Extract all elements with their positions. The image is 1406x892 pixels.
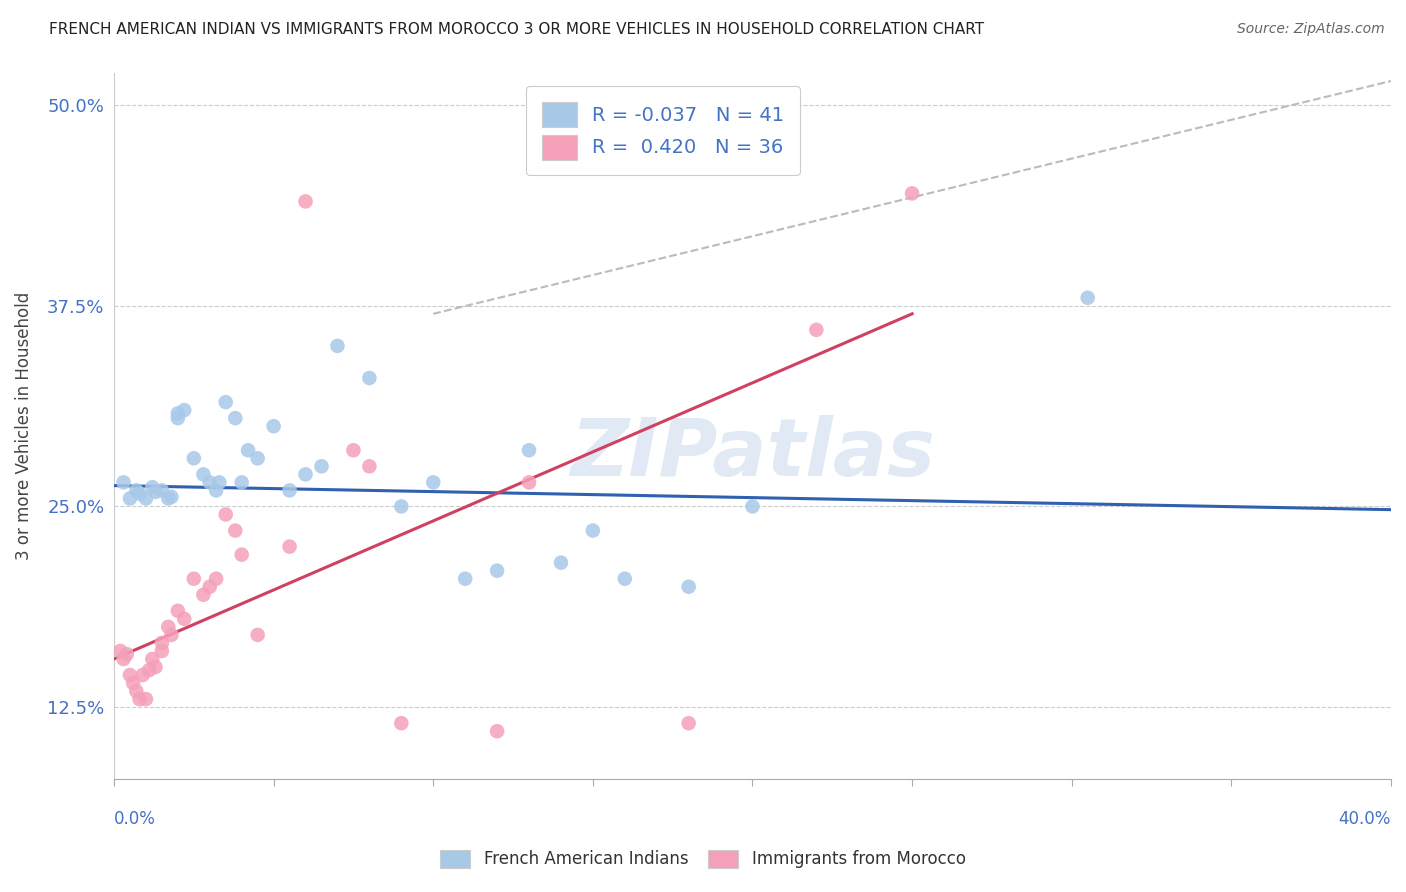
Point bbox=[110, 644, 132, 658]
Point bbox=[517, 475, 540, 490]
Point bbox=[173, 403, 195, 417]
Point bbox=[263, 419, 285, 434]
Point bbox=[128, 692, 150, 706]
Point bbox=[517, 443, 540, 458]
Point bbox=[118, 491, 141, 506]
Point bbox=[150, 644, 173, 658]
Point bbox=[141, 652, 163, 666]
Point bbox=[389, 500, 412, 514]
Point bbox=[145, 660, 167, 674]
Point bbox=[359, 459, 381, 474]
Point bbox=[205, 483, 228, 498]
Y-axis label: 3 or more Vehicles in Household: 3 or more Vehicles in Household bbox=[15, 292, 32, 560]
Point bbox=[208, 475, 231, 490]
Point bbox=[613, 572, 636, 586]
Point bbox=[224, 411, 246, 425]
Point bbox=[486, 564, 509, 578]
Point bbox=[157, 620, 180, 634]
Point bbox=[112, 475, 135, 490]
Point bbox=[125, 483, 148, 498]
Point bbox=[160, 490, 183, 504]
Point bbox=[215, 395, 238, 409]
Point bbox=[326, 339, 349, 353]
Point bbox=[678, 716, 700, 731]
Point bbox=[183, 572, 205, 586]
Point bbox=[193, 467, 215, 482]
Point bbox=[135, 692, 157, 706]
Point bbox=[128, 486, 150, 500]
Point bbox=[166, 604, 188, 618]
Point bbox=[224, 524, 246, 538]
Legend: R = -0.037   N = 41, R =  0.420   N = 36: R = -0.037 N = 41, R = 0.420 N = 36 bbox=[526, 87, 800, 175]
Point bbox=[150, 483, 173, 498]
Point bbox=[122, 676, 145, 690]
Point bbox=[135, 491, 157, 506]
Point bbox=[157, 491, 180, 506]
Point bbox=[278, 540, 301, 554]
Point bbox=[359, 371, 381, 385]
Point bbox=[1220, 813, 1243, 827]
Point bbox=[115, 647, 138, 661]
Point bbox=[173, 612, 195, 626]
Point bbox=[550, 556, 572, 570]
Point bbox=[236, 443, 259, 458]
Text: Source: ZipAtlas.com: Source: ZipAtlas.com bbox=[1237, 22, 1385, 37]
Text: 40.0%: 40.0% bbox=[1339, 810, 1391, 828]
Point bbox=[205, 572, 228, 586]
Point bbox=[311, 459, 333, 474]
Point bbox=[246, 628, 269, 642]
Point bbox=[678, 580, 700, 594]
Point bbox=[112, 652, 135, 666]
Point bbox=[422, 475, 444, 490]
Point bbox=[145, 485, 167, 500]
Text: 0.0%: 0.0% bbox=[114, 810, 156, 828]
Point bbox=[183, 451, 205, 466]
Text: ZIPatlas: ZIPatlas bbox=[569, 416, 935, 493]
Text: FRENCH AMERICAN INDIAN VS IMMIGRANTS FROM MOROCCO 3 OR MORE VEHICLES IN HOUSEHOL: FRENCH AMERICAN INDIAN VS IMMIGRANTS FRO… bbox=[49, 22, 984, 37]
Point bbox=[150, 636, 173, 650]
Point bbox=[160, 628, 183, 642]
Legend: French American Indians, Immigrants from Morocco: French American Indians, Immigrants from… bbox=[432, 841, 974, 877]
Point bbox=[1077, 291, 1099, 305]
Point bbox=[454, 572, 477, 586]
Point bbox=[741, 500, 763, 514]
Point bbox=[193, 588, 215, 602]
Point bbox=[132, 668, 155, 682]
Point bbox=[582, 524, 605, 538]
Point bbox=[125, 684, 148, 698]
Point bbox=[901, 186, 924, 201]
Point bbox=[389, 716, 412, 731]
Point bbox=[342, 443, 364, 458]
Point bbox=[231, 548, 253, 562]
Point bbox=[278, 483, 301, 498]
Point bbox=[198, 475, 221, 490]
Point bbox=[166, 411, 188, 425]
Point bbox=[806, 323, 828, 337]
Point bbox=[486, 724, 509, 739]
Point bbox=[166, 406, 188, 420]
Point bbox=[246, 451, 269, 466]
Point bbox=[231, 475, 253, 490]
Point bbox=[118, 668, 141, 682]
Point bbox=[215, 508, 238, 522]
Point bbox=[198, 580, 221, 594]
Point bbox=[138, 663, 160, 677]
Point bbox=[294, 194, 316, 209]
Point bbox=[294, 467, 316, 482]
Point bbox=[141, 480, 163, 494]
